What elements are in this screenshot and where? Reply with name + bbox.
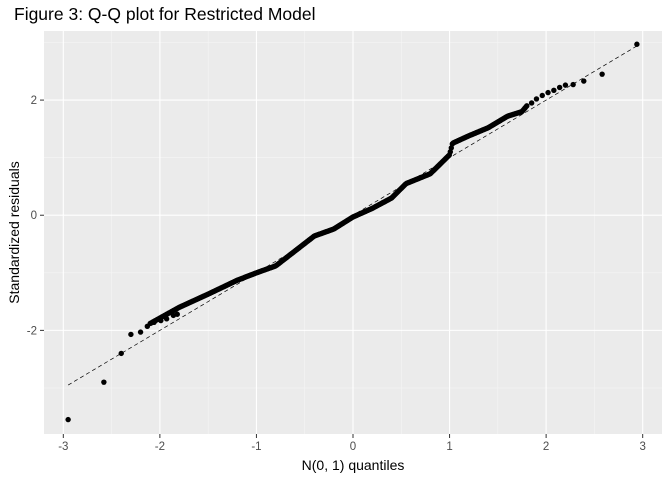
data-point bbox=[128, 331, 134, 338]
x-axis: -3 -2 -1 0 1 2 3 bbox=[58, 434, 646, 453]
data-point bbox=[528, 100, 535, 106]
y-axis-title: Standardized residuals bbox=[6, 161, 22, 303]
data-point bbox=[533, 96, 540, 102]
y-tick-label: 0 bbox=[31, 210, 37, 222]
y-axis: -2 0 2 bbox=[27, 95, 44, 337]
data-point bbox=[562, 82, 569, 88]
data-point bbox=[634, 41, 640, 47]
data-point bbox=[65, 416, 71, 423]
data-point bbox=[524, 103, 530, 109]
data-point bbox=[144, 323, 151, 330]
data-point bbox=[581, 78, 587, 84]
data-point bbox=[556, 84, 563, 91]
x-axis-title: N(0, 1) quantiles bbox=[302, 457, 405, 473]
data-point bbox=[151, 319, 157, 326]
data-point bbox=[163, 316, 170, 322]
x-tick-label: -3 bbox=[58, 441, 68, 453]
data-point bbox=[174, 311, 180, 317]
y-tick-label: -2 bbox=[27, 325, 37, 337]
x-tick-label: 1 bbox=[446, 441, 452, 453]
x-tick-label: 2 bbox=[543, 441, 549, 453]
data-point bbox=[118, 350, 124, 357]
x-tick-label: 0 bbox=[350, 441, 356, 453]
x-tick-label: -2 bbox=[155, 441, 165, 453]
chart-title: Figure 3: Q-Q plot for Restricted Model bbox=[14, 4, 316, 24]
data-point bbox=[599, 71, 605, 77]
y-tick-label: 2 bbox=[31, 95, 37, 107]
data-point bbox=[545, 89, 551, 96]
data-point bbox=[101, 379, 107, 385]
data-point bbox=[551, 87, 557, 93]
data-points bbox=[65, 41, 640, 423]
data-point bbox=[158, 317, 164, 324]
x-tick-label: 3 bbox=[639, 441, 645, 453]
data-point bbox=[539, 92, 545, 99]
x-tick-label: -1 bbox=[251, 441, 261, 453]
data-point bbox=[570, 81, 576, 88]
data-point bbox=[137, 329, 144, 335]
